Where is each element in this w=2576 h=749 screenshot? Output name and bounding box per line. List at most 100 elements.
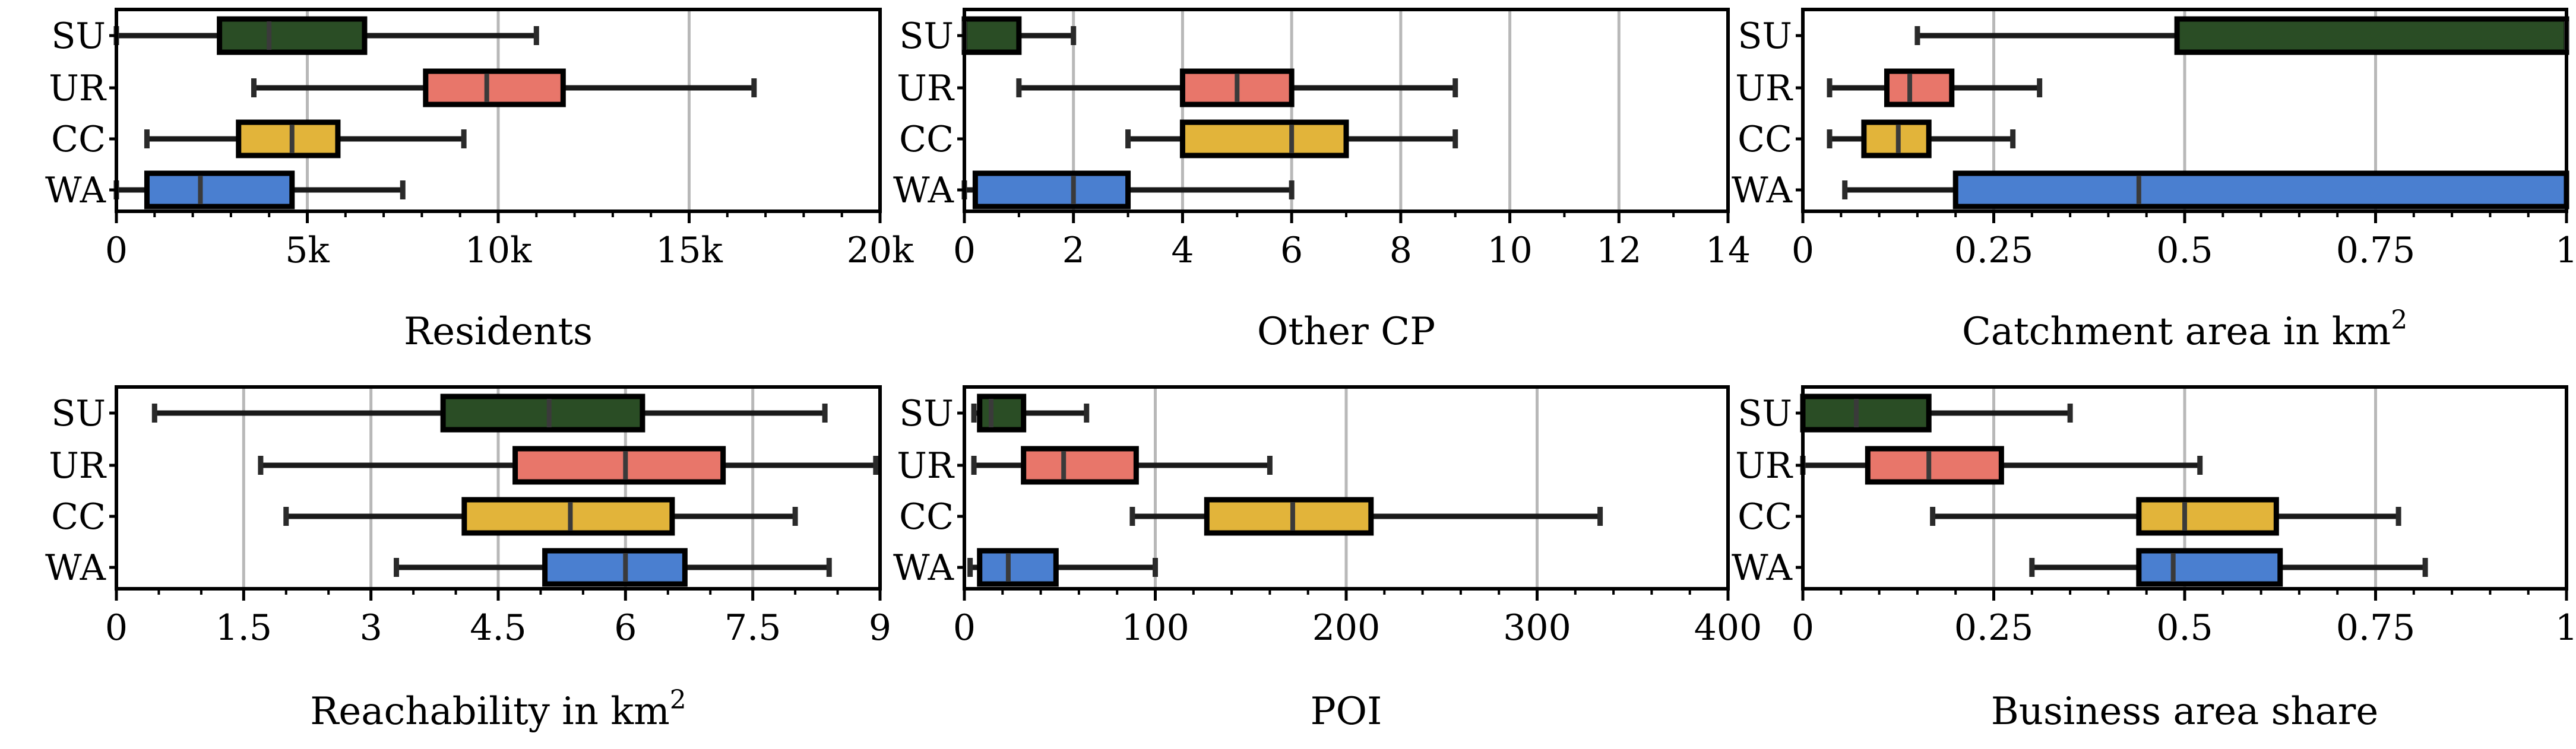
box-rect — [423, 68, 566, 107]
x-axis-title: Residents — [404, 310, 593, 354]
tick-label: 0.5 — [2156, 607, 2213, 649]
box-rect — [1865, 446, 2004, 485]
box-rect — [236, 119, 341, 158]
box-wa — [1842, 170, 2569, 210]
x-axis-title: Business area share — [1991, 690, 2379, 734]
tick-label: 0 — [953, 607, 976, 649]
tick-label: 2 — [1062, 230, 1085, 271]
tick-label: 15k — [656, 230, 723, 271]
category-label: SU — [1738, 393, 1792, 434]
box-rect — [972, 170, 1131, 210]
box-su — [151, 393, 828, 433]
tick-label: 0 — [1792, 230, 1814, 271]
category-label: SU — [899, 15, 954, 57]
tick-label: 3 — [360, 607, 382, 649]
box-rect — [1021, 446, 1139, 485]
category-label: SU — [51, 393, 106, 434]
box-wa — [2029, 548, 2428, 587]
box-cc — [283, 497, 798, 536]
tick-label: 8 — [1390, 230, 1412, 271]
tick-label: 1 — [2555, 230, 2576, 271]
box-cc — [1129, 497, 1603, 536]
tick-label: 0 — [105, 607, 128, 649]
box-su — [971, 393, 1090, 433]
box-rect — [1884, 68, 1955, 107]
tick-label: 0 — [105, 230, 128, 271]
tick-label: 7.5 — [724, 607, 781, 649]
category-label: WA — [1732, 170, 1793, 211]
box-rect — [977, 548, 1059, 587]
box-ur — [251, 68, 757, 107]
tick-label: 0.25 — [1954, 607, 2034, 649]
tick-label: 6 — [1280, 230, 1303, 271]
category-label: UR — [49, 445, 107, 487]
tick-label: 0.75 — [2336, 230, 2416, 271]
x-axis-title-superscript: 2 — [2391, 305, 2407, 335]
tick-label: 0.5 — [2156, 230, 2213, 271]
box-rect — [1952, 170, 2569, 210]
box-rect — [2136, 548, 2283, 587]
box-rect — [1179, 119, 1349, 158]
box-cc — [1125, 119, 1458, 158]
box-rect — [144, 170, 295, 210]
tick-label: 100 — [1121, 607, 1189, 649]
category-label: CC — [51, 119, 106, 160]
tick-label: 0.25 — [1954, 230, 2034, 271]
chart-panel-2: SU UR CC WA 0 2 4 6 8 10 12 14 Other CP — [893, 8, 1751, 354]
category-label: CC — [899, 496, 954, 538]
category-label: SU — [1738, 15, 1792, 57]
chart-panel-1: SU UR CC WA 0 5k 10k 15k 20k Residents — [45, 8, 914, 354]
box-rect — [217, 16, 368, 55]
tick-label: 10 — [1487, 230, 1532, 271]
category-label: UR — [49, 68, 107, 109]
tick-label: 1 — [2555, 607, 2576, 649]
category-label: CC — [51, 496, 106, 538]
chart-panel-4: SU UR CC WA 0 1.5 3 4.5 6 7.5 9 Reachability in km2 — [45, 385, 891, 734]
category-label: WA — [893, 170, 954, 211]
tick-label: 12 — [1596, 230, 1641, 271]
tick-label: 400 — [1694, 607, 1762, 649]
box-su — [961, 16, 1077, 55]
box-rect — [512, 446, 726, 485]
tick-label: 0 — [953, 230, 976, 271]
category-label: WA — [893, 547, 954, 589]
chart-panel-5: SU UR CC WA 0 100 200 300 400 POI — [893, 385, 1762, 734]
box-rect — [440, 393, 645, 433]
tick-label: 300 — [1503, 607, 1571, 649]
x-axis-title: Catchment area in km2 — [1962, 305, 2407, 354]
chart-panel-3: SU UR CC WA 0 0.25 0.5 0.75 1 Catchment area in k… — [1732, 8, 2576, 354]
x-axis-title-superscript: 2 — [670, 685, 686, 715]
tick-label: 6 — [614, 607, 637, 649]
box-cc — [144, 119, 467, 158]
tick-label: 1.5 — [216, 607, 272, 649]
tick-label: 5k — [285, 230, 330, 271]
box-rect — [961, 16, 1022, 55]
category-label: UR — [1735, 445, 1793, 487]
box-rect — [2136, 497, 2279, 536]
box-ur — [258, 446, 879, 485]
category-label: UR — [1735, 68, 1793, 109]
box-rect — [2174, 16, 2569, 55]
x-axis-title: Reachability in km2 — [310, 685, 686, 734]
box-su — [1800, 393, 2073, 433]
box-cc — [1827, 119, 2016, 158]
tick-label: 0.75 — [2336, 607, 2416, 649]
category-label: UR — [897, 445, 955, 487]
box-ur — [1800, 446, 2203, 485]
category-label: SU — [51, 15, 106, 57]
tick-label: 20k — [847, 230, 914, 271]
chart-panel-6: SU UR CC WA 0 0.25 0.5 0.75 1 Business area share — [1732, 385, 2576, 734]
category-label: CC — [899, 119, 954, 160]
box-ur — [971, 446, 1273, 485]
box-ur — [1827, 68, 2043, 107]
box-wa — [967, 548, 1158, 587]
tick-label: 4.5 — [470, 607, 526, 649]
box-rect — [977, 393, 1027, 433]
box-rect — [1204, 497, 1374, 536]
box-wa — [113, 170, 406, 210]
box-wa — [961, 170, 1295, 210]
category-label: UR — [897, 68, 955, 109]
box-su — [1914, 16, 2569, 55]
category-label: CC — [1738, 496, 1792, 538]
